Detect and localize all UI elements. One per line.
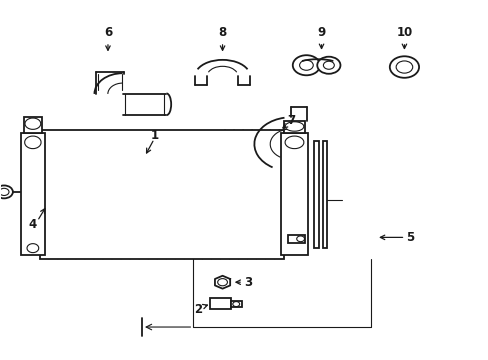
Text: 5: 5 — [406, 231, 413, 244]
Bar — [21, 134, 44, 255]
Text: 6: 6 — [103, 27, 112, 40]
Text: 10: 10 — [395, 27, 412, 40]
Circle shape — [0, 185, 13, 198]
Text: 9: 9 — [317, 27, 325, 40]
Text: 3: 3 — [244, 276, 252, 289]
Bar — [23, 117, 42, 134]
Bar — [287, 235, 304, 243]
Bar — [281, 134, 307, 255]
Bar — [322, 140, 327, 248]
Bar — [230, 301, 241, 307]
Text: 4: 4 — [28, 218, 37, 231]
Text: 2: 2 — [194, 303, 202, 316]
Bar — [283, 121, 305, 134]
Text: 8: 8 — [218, 27, 226, 40]
Bar — [40, 130, 283, 259]
Circle shape — [389, 56, 418, 78]
Text: 1: 1 — [150, 129, 158, 142]
Text: 7: 7 — [286, 114, 294, 127]
Circle shape — [317, 57, 340, 74]
Bar — [210, 298, 230, 309]
Circle shape — [292, 55, 320, 75]
Bar — [313, 140, 318, 248]
